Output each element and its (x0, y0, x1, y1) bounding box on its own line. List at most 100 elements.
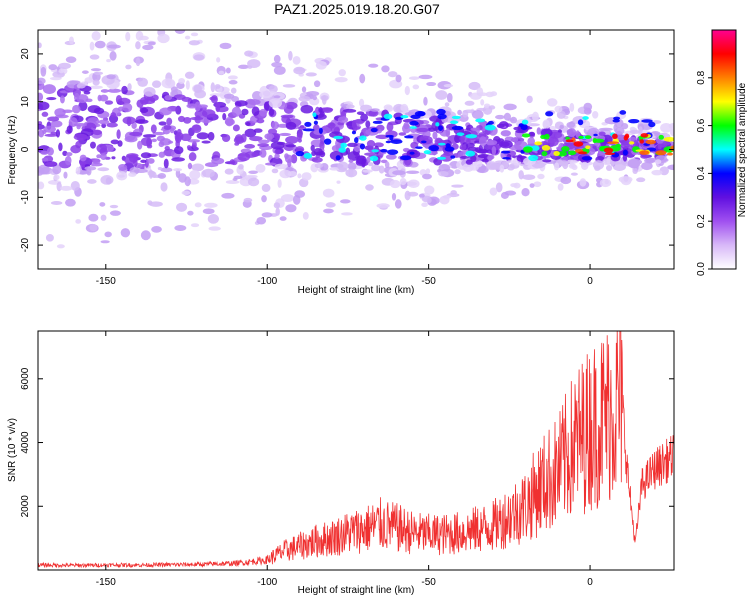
heatmap-cell (251, 90, 263, 101)
heatmap-cell (464, 100, 475, 106)
heatmap-cell (223, 93, 235, 99)
heatmap-cell (437, 113, 447, 120)
heatmap-cell (135, 57, 141, 67)
heatmap-cell (424, 185, 435, 195)
heatmap-cell (264, 133, 275, 140)
heatmap-cell (565, 136, 570, 140)
heatmap-cell (300, 104, 314, 114)
heatmap-cell (366, 139, 376, 148)
heatmap-cell (157, 167, 163, 171)
heatmap-cell (187, 162, 193, 170)
heatmap-cell (632, 167, 638, 175)
heatmap-cell (333, 135, 344, 140)
heatmap-cell (84, 77, 94, 84)
heatmap-cell (84, 166, 97, 171)
heatmap-cell (385, 134, 394, 138)
heatmap-cell (405, 170, 420, 175)
heatmap-cell (244, 128, 257, 138)
heatmap-cell (42, 84, 56, 95)
heatmap-cell (498, 140, 513, 149)
heatmap-cell (251, 106, 260, 116)
heatmap-cell (147, 170, 156, 177)
heatmap-cell (52, 164, 62, 175)
heatmap-cell (137, 140, 143, 150)
heatmap-cell (454, 169, 461, 175)
heatmap-cell (65, 56, 77, 63)
heatmap-cell (161, 78, 176, 89)
heatmap-cell (567, 150, 577, 156)
heatmap-cell (323, 208, 334, 214)
heatmap-cell (229, 159, 236, 165)
heatmap-cell (502, 162, 509, 169)
heatmap-cell (425, 168, 431, 175)
heatmap-cell (214, 84, 221, 89)
snr-panel: -150 -100 -50 0 2000 4000 6000 Height of strai… (7, 330, 675, 596)
heatmap-cell (41, 111, 49, 117)
heatmap-cell (437, 142, 446, 146)
heatmap-cell (301, 172, 312, 181)
heatmap-cell (607, 141, 619, 145)
heatmap-cell (559, 160, 569, 167)
heatmap-cell (268, 85, 278, 94)
heatmap-cell (285, 121, 297, 130)
heatmap-cell (302, 128, 315, 132)
heatmap-cell (185, 80, 190, 90)
heatmap-cell (359, 143, 366, 150)
heatmap-cell (158, 121, 167, 126)
heatmap-cell (50, 120, 63, 128)
heatmap-cell (315, 60, 327, 70)
heatmap-cell (60, 95, 65, 104)
heatmap-cell (414, 110, 426, 117)
heatmap-cell (247, 177, 260, 187)
heatmap-cell (288, 50, 293, 61)
heatmap-cell (422, 173, 432, 180)
heatmap-cell (593, 138, 605, 143)
heatmap-cell (257, 143, 270, 147)
heatmap-cell (62, 109, 73, 113)
heatmap-cell (243, 197, 253, 203)
heatmap-cell (542, 159, 552, 163)
heatmap-cell (101, 123, 107, 129)
heatmap-cell (116, 171, 128, 181)
heatmap-cell (420, 140, 427, 144)
heatmap-cell (546, 98, 558, 107)
heatmap-cell (158, 141, 165, 148)
heatmap-cell (50, 131, 57, 135)
heatmap-cell (481, 158, 489, 163)
heatmap-cell (241, 108, 249, 116)
heatmap-cell (345, 168, 358, 178)
heatmap-cell (207, 214, 219, 224)
heatmap-cell (173, 146, 184, 155)
heatmap-cell (325, 202, 336, 208)
heatmap-cell (133, 157, 138, 168)
heatmap-cell (569, 102, 575, 112)
heatmap-cell (592, 160, 605, 170)
heatmap-cell (446, 92, 453, 103)
heatmap-cell (409, 126, 418, 129)
heatmap-cell (135, 30, 144, 41)
heatmap-cell (73, 133, 88, 141)
heatmap-cell (522, 174, 536, 181)
heatmap-cell (645, 139, 657, 145)
heatmap-cell (443, 151, 454, 157)
heatmap-cell (271, 168, 279, 174)
heatmap-cell (470, 155, 477, 162)
heatmap-cell (118, 163, 128, 171)
heatmap-cell (565, 139, 574, 143)
heatmap-cell (460, 155, 469, 160)
heatmap-cell (433, 158, 443, 166)
heatmap-cell (585, 135, 592, 140)
heatmap-cell (573, 141, 584, 147)
heatmap-cell (100, 89, 109, 93)
heatmap-cell (499, 164, 505, 173)
heatmap-cell (282, 84, 296, 88)
snr-ticks: -150 -100 -50 0 2000 4000 6000 (20, 331, 674, 588)
heatmap-cell (495, 114, 505, 120)
heatmap-cell (259, 149, 267, 158)
heatmap-cell (602, 158, 612, 166)
heatmap-cell (383, 113, 393, 120)
heatmap-cell (619, 110, 627, 115)
heatmap-cell (140, 152, 152, 159)
heatmap-cell (273, 65, 286, 75)
heatmap-cell (415, 146, 423, 149)
